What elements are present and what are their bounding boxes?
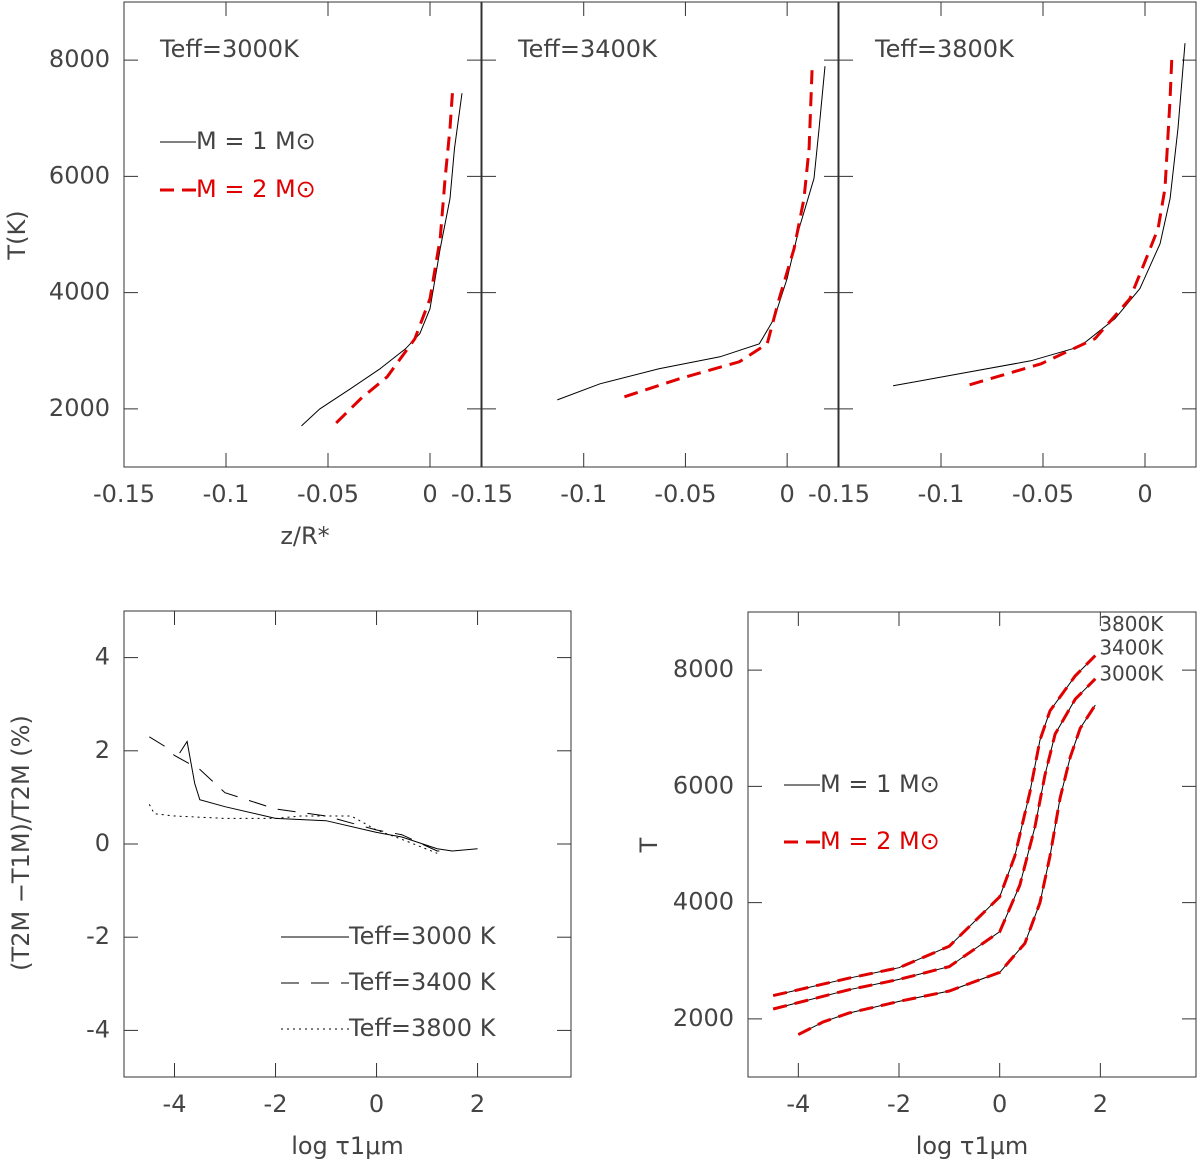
x-axis-label: log τ1μm — [291, 1132, 404, 1160]
x-tick-label: -2 — [887, 1090, 911, 1118]
x-tick-label: -4 — [163, 1090, 187, 1118]
y-tick-label: 6000 — [49, 161, 110, 189]
plot-frame — [123, 1, 482, 468]
x-tick-label: -0.05 — [297, 480, 359, 508]
x-tick-label: 2 — [1093, 1090, 1108, 1118]
y-tick-label: 0 — [95, 829, 110, 857]
y-tick-label: 8000 — [673, 655, 734, 683]
curve — [772, 654, 1097, 998]
x-tick-label: -0.1 — [560, 480, 607, 508]
curve — [149, 736, 453, 852]
y-tick-label: 4 — [95, 643, 110, 671]
x-tick-label: 0 — [992, 1090, 1007, 1118]
plot-frame — [747, 611, 1197, 1078]
curve — [148, 804, 438, 854]
y-axis-label: (T2M −T1M)/T2M (%) — [7, 715, 35, 971]
y-tick-label: 2 — [95, 736, 110, 764]
panel-title: Teff=3000K — [159, 35, 300, 63]
x-tick-label: -0.05 — [654, 480, 716, 508]
x-tick-label: 2 — [470, 1090, 485, 1118]
x-tick-label: -4 — [786, 1090, 810, 1118]
curve — [335, 93, 454, 424]
curve-label: 3400K — [1099, 635, 1164, 659]
x-axis-label: z/R* — [280, 522, 329, 550]
plot-frame — [838, 1, 1197, 468]
y-axis-label: T(K) — [3, 210, 31, 260]
curve-label: 3800K — [1099, 612, 1164, 636]
y-tick-label: 8000 — [49, 45, 110, 73]
x-tick-label: -0.1 — [203, 480, 250, 508]
x-tick-label: -0.1 — [918, 480, 965, 508]
plot-frame — [481, 1, 839, 468]
x-tick-label: -2 — [264, 1090, 288, 1118]
x-tick-label: -0.05 — [1012, 480, 1074, 508]
legend-label: M = 1 M⊙ — [820, 770, 940, 798]
y-tick-label: 4000 — [49, 278, 110, 306]
x-tick-label: 0 — [369, 1090, 384, 1118]
curve — [773, 655, 1096, 997]
y-tick-label: -2 — [86, 922, 110, 950]
legend-label: Teff=3400 K — [348, 968, 497, 996]
y-axis-label: T — [635, 837, 663, 853]
y-tick-label: 6000 — [673, 771, 734, 799]
legend-label: Teff=3000 K — [348, 922, 497, 950]
legend-label: Teff=3800 K — [348, 1014, 497, 1042]
curve-label: 3000K — [1099, 662, 1164, 686]
curve — [969, 56, 1174, 387]
x-tick-label: 0 — [780, 480, 795, 508]
legend-label: M = 2 M⊙ — [196, 175, 316, 203]
plot-frame — [123, 610, 572, 1078]
y-tick-label: 2000 — [49, 394, 110, 422]
curve — [772, 677, 1097, 1011]
y-tick-label: 2000 — [673, 1004, 734, 1032]
x-tick-label: -0.15 — [93, 480, 155, 508]
x-tick-label: -0.15 — [451, 480, 513, 508]
x-tick-label: -0.15 — [808, 480, 870, 508]
panel-title: Teff=3800K — [874, 35, 1015, 63]
curve — [557, 66, 826, 401]
x-tick-label: 0 — [1137, 480, 1152, 508]
legend-label: M = 2 M⊙ — [820, 827, 940, 855]
x-axis-label: log τ1μm — [916, 1132, 1029, 1160]
legend-label: M = 1 M⊙ — [196, 127, 316, 155]
curve — [797, 704, 1097, 1036]
x-tick-label: 0 — [422, 480, 437, 508]
curve — [623, 66, 814, 399]
curve — [301, 93, 463, 427]
y-tick-label: -4 — [86, 1015, 110, 1043]
y-tick-label: 4000 — [673, 888, 734, 916]
panel-title: Teff=3400K — [517, 35, 658, 63]
curve — [179, 740, 478, 852]
curve — [893, 43, 1186, 387]
